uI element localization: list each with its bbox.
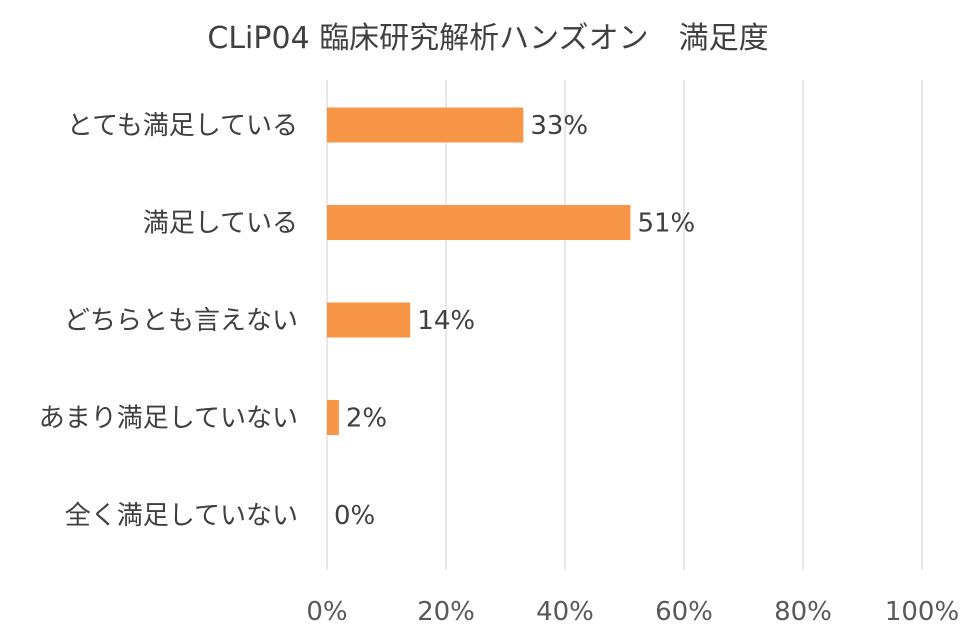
- category-label: あまり満足していない: [39, 404, 298, 434]
- bar: [327, 107, 524, 143]
- x-tick-label: 40%: [536, 597, 594, 627]
- x-tick-label: 100%: [885, 597, 959, 627]
- category-label: とても満足している: [67, 111, 298, 141]
- data-label: 0%: [334, 501, 375, 531]
- bars: [327, 107, 631, 435]
- x-axis-ticks: 0% 20% 40% 60% 80% 100%: [306, 597, 959, 627]
- category-label: 全く満足していない: [65, 501, 298, 531]
- category-label: 満足している: [143, 209, 298, 239]
- data-label: 2%: [346, 404, 387, 434]
- data-label: 51%: [637, 209, 695, 239]
- category-labels: とても満足している満足しているどちらとも言えないあまり満足していない全く満足して…: [39, 111, 298, 531]
- bar: [327, 400, 339, 435]
- x-tick-label: 0%: [306, 597, 347, 627]
- x-tick-label: 60%: [655, 597, 713, 627]
- x-tick-label: 20%: [417, 597, 475, 627]
- category-label: どちらとも言えない: [64, 306, 298, 336]
- gridlines: [326, 80, 923, 570]
- data-labels: 33% 51% 14% 2% 0%: [334, 111, 695, 531]
- data-label: 33%: [530, 111, 588, 141]
- bar: [327, 302, 411, 338]
- x-tick-label: 80%: [774, 597, 832, 627]
- data-label: 14%: [417, 306, 475, 336]
- chart-title: CLiP04 臨床研究解析ハンズオン 満足度: [207, 21, 768, 56]
- bar: [327, 205, 631, 240]
